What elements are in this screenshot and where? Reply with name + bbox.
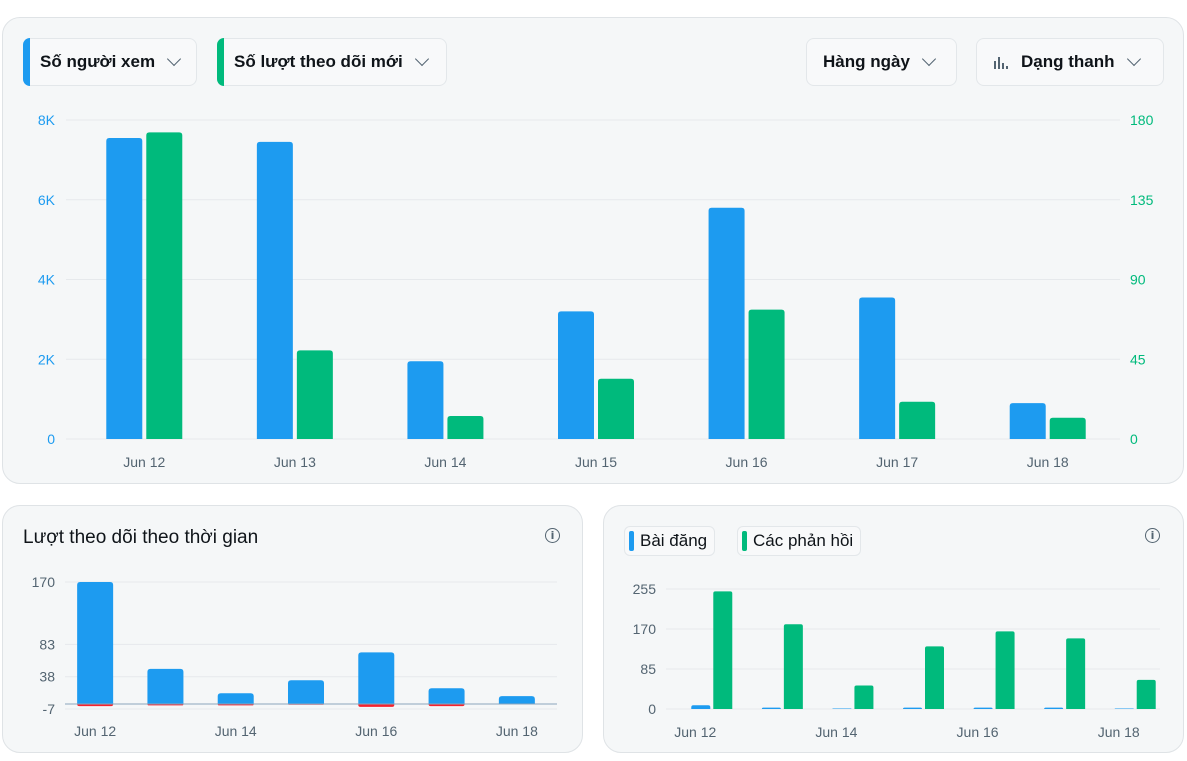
- metric-selector-views[interactable]: Số người xem: [23, 38, 197, 86]
- series-color-indicator: [217, 38, 224, 86]
- legend-replies: Các phản hồi: [737, 526, 862, 556]
- info-icon[interactable]: i: [545, 528, 560, 543]
- legend-swatch: [629, 531, 634, 551]
- series-color-indicator: [23, 38, 30, 86]
- followers-over-time-card: Lượt theo dõi theo thời gian i: [2, 505, 583, 753]
- chevron-down-icon: [167, 51, 182, 67]
- info-icon[interactable]: i: [1145, 528, 1160, 543]
- metric-selector-new-followers[interactable]: Số lượt theo dõi mới: [217, 38, 447, 86]
- legend-swatch: [742, 531, 747, 551]
- legend-posts: Bài đăng: [624, 526, 716, 556]
- metric-selector-label: Số người xem: [40, 52, 156, 71]
- views-followers-card: Số người xem Số lượt theo dõi mới Hàng n…: [2, 17, 1184, 484]
- chart-type-selector[interactable]: Dạng thanh: [976, 38, 1164, 86]
- chevron-down-icon: [921, 51, 936, 67]
- legend-label: Các phản hồi: [753, 531, 854, 550]
- chevron-down-icon: [414, 51, 429, 67]
- chart-type-label: Dạng thanh: [1021, 52, 1115, 71]
- posts-replies-card: Bài đăng Các phản hồi i: [603, 505, 1184, 753]
- chevron-down-icon: [1126, 51, 1141, 67]
- period-selector-label: Hàng ngày: [823, 52, 910, 71]
- bar-chart-icon: [993, 55, 1009, 69]
- period-selector[interactable]: Hàng ngày: [806, 38, 957, 86]
- legend-label: Bài đăng: [640, 531, 708, 550]
- card-title: Lượt theo dõi theo thời gian: [23, 527, 259, 548]
- metric-selector-label: Số lượt theo dõi mới: [234, 52, 403, 71]
